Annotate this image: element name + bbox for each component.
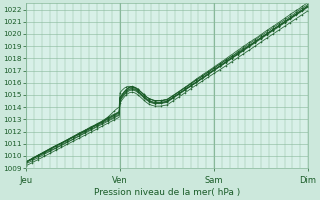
X-axis label: Pression niveau de la mer( hPa ): Pression niveau de la mer( hPa )	[94, 188, 240, 197]
